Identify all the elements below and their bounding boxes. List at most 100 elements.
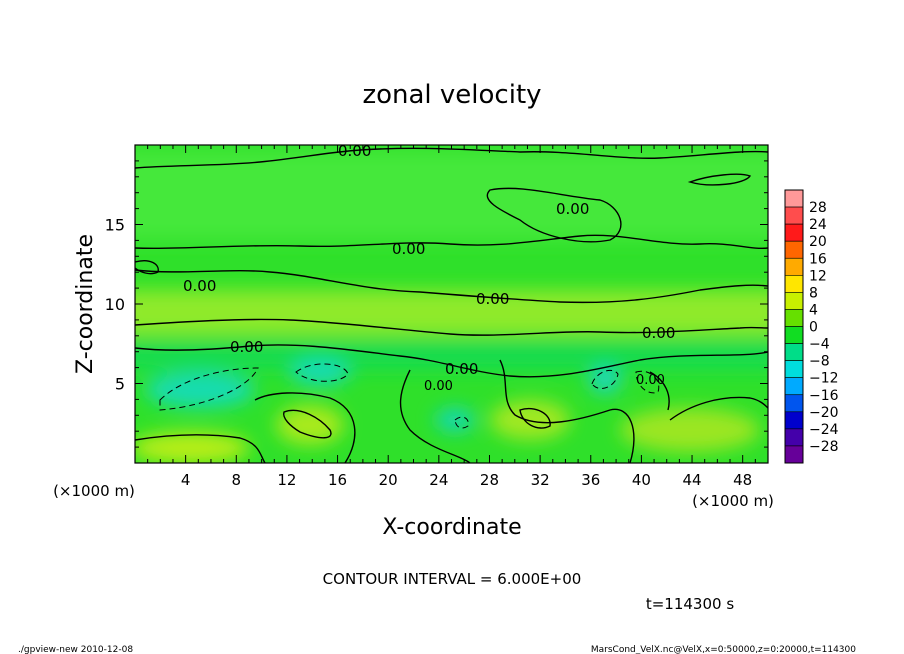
colorbar-label: 0 (809, 320, 818, 336)
colorbar-swatch (784, 275, 804, 293)
x-axis-label: X-coordinate (382, 515, 521, 540)
colorbar-swatch (784, 394, 804, 413)
colorbar-label: 8 (809, 285, 818, 301)
contour-dashed-1 (159, 367, 259, 411)
colorbar-frame (784, 189, 804, 464)
footer-right-text: MarsCond_VelX.nc@VelX,x=0:50000,z=0:2000… (591, 645, 856, 654)
colorbar-swatch (784, 257, 804, 276)
field-negative-patch-3 (589, 366, 621, 394)
x-tick-label: 20 (379, 471, 398, 489)
colorbar-label: 28 (809, 200, 827, 216)
contour-label-group: 0.00 0.00 0.00 0.00 0.00 0.00 0.00 0.00 … (183, 142, 675, 394)
colorbar-label: 4 (809, 302, 818, 318)
contour-label: 0.00 (636, 373, 665, 388)
contour-line-low-1 (135, 434, 266, 463)
field-negative-patch-2 (290, 358, 350, 386)
contour-line-low-2 (254, 392, 356, 463)
contour-label: 0.00 (642, 324, 675, 342)
x-tick-label: 40 (632, 471, 651, 489)
contour-line-low-4 (499, 359, 635, 463)
contour-dashed-2 (295, 363, 349, 382)
colorbar-swatch (784, 223, 804, 242)
y-tick-label: 5 (115, 375, 125, 394)
colorbar-swatch (784, 292, 804, 310)
colorbar-label: −16 (809, 388, 839, 404)
contour-label: 0.00 (424, 379, 453, 394)
x-tick-label: 12 (277, 471, 296, 489)
field-positive-patch-1 (135, 432, 250, 463)
contour-label: 0.00 (230, 338, 263, 356)
colorbar-label: −24 (809, 422, 839, 438)
contour-line-top (135, 147, 768, 169)
colorbar-swatch (784, 377, 804, 396)
contour-label: 0.00 (392, 240, 425, 258)
colorbar-label: 12 (809, 268, 827, 284)
colorbar-swatch (784, 309, 804, 327)
z-units-label: (×1000 m) (53, 482, 135, 500)
footer-left-text: ./gpview-new 2010-12-08 (18, 645, 133, 654)
colorbar-swatch (784, 326, 804, 344)
field-band-upper (135, 150, 768, 240)
colorbar-label: −8 (809, 354, 830, 370)
contour-line-mid-3 (135, 344, 768, 378)
x-tick-label: 8 (232, 471, 242, 489)
colorbar-label: −4 (809, 337, 830, 353)
colorbar-label: 24 (809, 217, 827, 233)
colorbar-swatch (784, 189, 804, 208)
contour-line-low-3 (399, 369, 471, 463)
colorbar-swatch (784, 411, 804, 430)
y-tick-label: 15 (105, 216, 125, 235)
colorbar-swatch (784, 343, 804, 361)
colorbar-swatch (784, 445, 804, 464)
x-tick-label: 32 (531, 471, 550, 489)
contour-line-mid-2 (135, 318, 768, 336)
contour-line-mid-1 (135, 269, 768, 304)
contour-line-bubble-4 (519, 408, 551, 429)
colorbar-label: 16 (809, 251, 827, 267)
x-units-label: (×1000 m) (692, 492, 774, 510)
x-tick-label: 16 (328, 471, 347, 489)
contour-label: 0.00 (476, 290, 509, 308)
contour-lines-negative (159, 363, 660, 429)
y-axis: 5 10 15 (105, 160, 768, 448)
colorbar-label: −12 (809, 371, 839, 387)
contour-line-bubble-1 (687, 173, 752, 186)
contour-dashed-3 (591, 369, 619, 389)
contour-line-bubble-2 (486, 187, 622, 243)
contour-line-bubble-5 (135, 260, 159, 275)
x-tick-label: 44 (682, 471, 701, 489)
chart-title: zonal velocity (362, 80, 541, 110)
field-positive-patch-3 (490, 400, 570, 440)
contour-dashed-4 (635, 370, 660, 394)
x-tick-label: 24 (429, 471, 448, 489)
x-tick-label: 36 (581, 471, 600, 489)
colorbar-label: 20 (809, 234, 827, 250)
y-axis-label: Z-coordinate (73, 234, 98, 374)
colorbar-swatch (784, 360, 804, 378)
colorbar-swatch (784, 206, 804, 225)
contour-line-low-5 (669, 396, 768, 421)
x-tick-label: 4 (181, 471, 191, 489)
time-text: t=114300 s (646, 595, 734, 613)
colorbar-label: −20 (809, 405, 839, 421)
y-tick-label: 10 (105, 295, 125, 314)
velocity-field (135, 145, 768, 463)
x-axis: 4 8 12 16 20 24 28 32 36 40 44 48 (147, 145, 756, 489)
colorbar-label: −28 (809, 439, 839, 455)
contour-interval-text: CONTOUR INTERVAL = 6.000E+00 (323, 570, 582, 588)
contour-line-bubble-3 (283, 409, 332, 439)
field-band-mid (135, 290, 768, 335)
contour-label: 0.00 (445, 360, 478, 378)
colorbar-swatch (784, 428, 804, 447)
field-positive-patch-4 (620, 408, 760, 452)
x-tick-label: 28 (480, 471, 499, 489)
contour-lines (135, 147, 768, 463)
contour-label: 0.00 (183, 277, 216, 295)
contour-dashed-5 (454, 416, 469, 429)
contour-line-low-6 (649, 371, 670, 411)
colorbar-swatch (784, 240, 804, 259)
contour-label: 0.00 (556, 200, 589, 218)
field-positive-patch-2 (276, 405, 344, 445)
